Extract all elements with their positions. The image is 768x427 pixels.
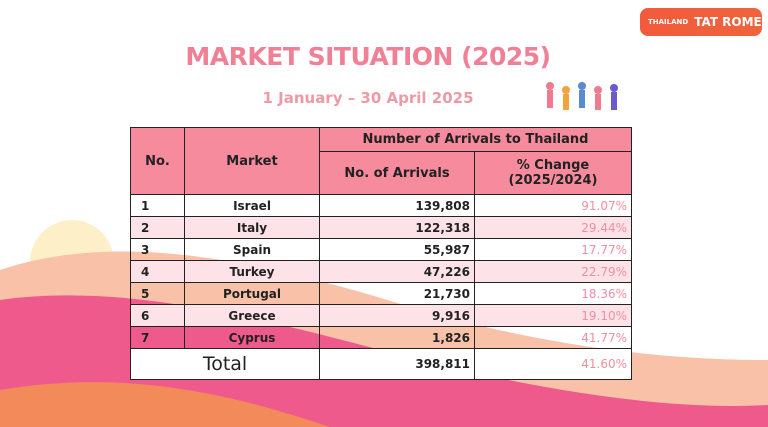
header-cell: No.: [130, 127, 185, 195]
table-cell: 55,987: [319, 238, 475, 261]
title: MARKET SITUATION (2025): [185, 42, 551, 71]
table-cell: 4: [130, 260, 185, 283]
table-cell: Greece: [184, 304, 320, 327]
table-cell: 5: [130, 282, 185, 305]
table-cell: 9,916: [319, 304, 475, 327]
table-cell: Israel: [184, 194, 320, 217]
table-cell: 3: [130, 238, 185, 261]
table-cell: 29.44%: [474, 216, 632, 239]
header-cell: Market: [184, 127, 320, 195]
table-cell: Turkey: [184, 260, 320, 283]
table-cell: Cyprus: [184, 326, 320, 349]
table-row: 6 Greece 9,916 19.10%: [130, 304, 632, 327]
logo-small: THAILAND: [648, 18, 689, 26]
table-row: 3 Spain 55,987 17.77%: [130, 238, 632, 261]
table-cell: 122,318: [319, 216, 475, 239]
table-cell: 2: [130, 216, 185, 239]
table-row: 5 Portugal 21,730 18.36%: [130, 282, 632, 305]
table-cell: 1,826: [319, 326, 475, 349]
deco-wave: [0, 382, 330, 427]
table-row: 4 Turkey 47,226 22.79%: [130, 260, 632, 283]
table-cell: Italy: [184, 216, 320, 239]
table-cell: 398,811: [319, 348, 475, 380]
logo-text: TAT ROME: [694, 15, 762, 29]
table-cell: Spain: [184, 238, 320, 261]
header-cell: % Change (2025/2024): [474, 151, 632, 195]
people-illustration: [546, 82, 618, 110]
total-row: Total 398,811 41.60%: [130, 348, 632, 380]
table-cell: 47,226: [319, 260, 475, 283]
table-cell: 41.77%: [474, 326, 632, 349]
table-cell: Total: [130, 348, 320, 380]
table-cell: 17.77%: [474, 238, 632, 261]
table-cell: 41.60%: [474, 348, 632, 380]
table-cell: 91.07%: [474, 194, 632, 217]
table-cell: 18.36%: [474, 282, 632, 305]
header-cell: Number of Arrivals to Thailand: [319, 127, 632, 152]
table-cell: 21,730: [319, 282, 475, 305]
table-cell: 22.79%: [474, 260, 632, 283]
table-body: 1 Israel 139,808 91.07% 2 Italy 122,318 29.44% 3…: [130, 194, 632, 380]
table-cell: 139,808: [319, 194, 475, 217]
table-row: 7 Cyprus 1,826 41.77%: [130, 326, 632, 349]
table-cell: 6: [130, 304, 185, 327]
table-cell: 7: [130, 326, 185, 349]
table-row: 2 Italy 122,318 29.44%: [130, 216, 632, 239]
table-cell: 1: [130, 194, 185, 217]
table-cell: Portugal: [184, 282, 320, 305]
logo: THAILAND TAT ROME: [640, 8, 762, 36]
header-cell: No. of Arrivals: [319, 151, 475, 195]
table-row: 1 Israel 139,808 91.07%: [130, 194, 632, 217]
table-cell: 19.10%: [474, 304, 632, 327]
subtitle: 1 January – 30 April 2025: [262, 89, 474, 107]
arrivals-table: No. Market Number of Arrivals to Thailan…: [130, 127, 632, 380]
